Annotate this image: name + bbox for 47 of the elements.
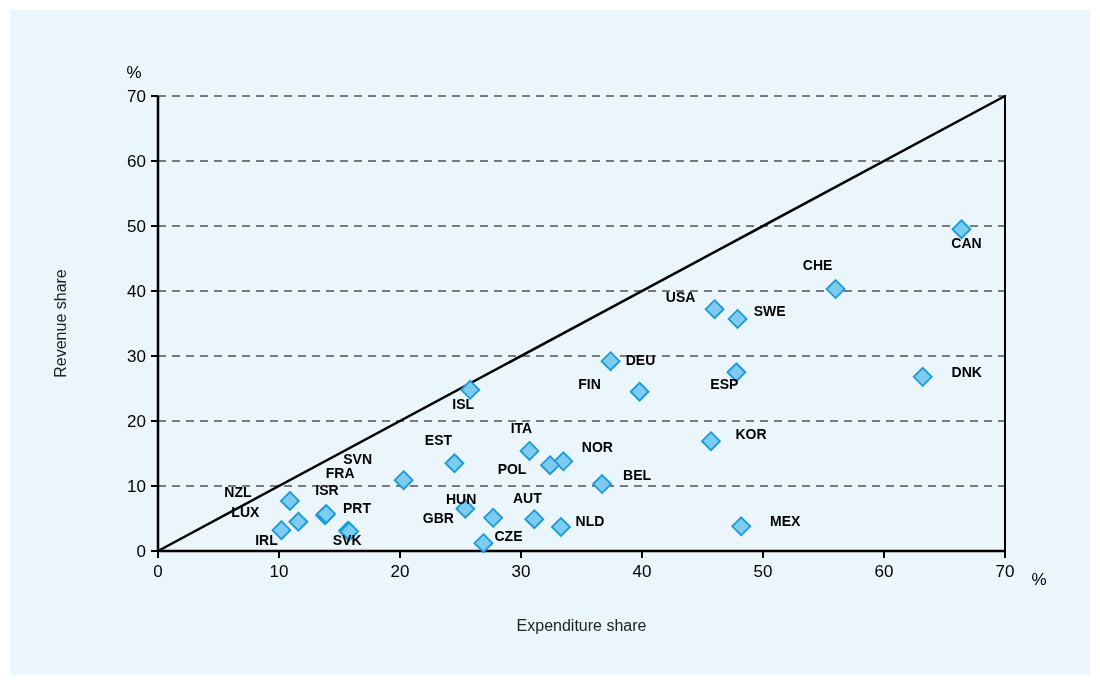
annotation: ISL <box>452 395 475 412</box>
x-tick-label: 10 <box>269 562 289 581</box>
y-tick-label: 10 <box>127 476 146 496</box>
annotation: ITA <box>510 419 533 436</box>
y-tick-label: 0 <box>136 541 146 561</box>
annotation: PRT <box>342 499 372 516</box>
y-tick-label: 60 <box>127 151 146 171</box>
annotation: AUT <box>512 490 543 507</box>
y-axis-title: Revenue share <box>52 269 69 378</box>
y-tick-label: 70 <box>127 86 146 106</box>
annotation: USA <box>665 289 696 306</box>
annotation: NLD <box>575 512 605 529</box>
annotation: GBR <box>422 509 454 526</box>
annotation: CHE <box>802 256 833 273</box>
annotation: CAN <box>951 235 982 252</box>
y-tick-label: 50 <box>127 216 146 236</box>
annotation: LUX <box>231 503 261 520</box>
annotation: DNK <box>951 363 982 380</box>
annotation: MEX <box>770 513 802 530</box>
annotation: NOR <box>581 439 613 456</box>
x-tick-label: 60 <box>874 562 894 581</box>
x-axis-title: Expenditure share <box>516 617 647 634</box>
x-tick-label: 50 <box>753 562 773 581</box>
annotation: FIN <box>578 375 601 392</box>
annotation: BEL <box>623 466 652 483</box>
annotation: HUN <box>446 490 477 507</box>
annotation: IRL <box>255 532 279 549</box>
text: % <box>1031 570 1047 589</box>
y-tick-label: 20 <box>127 411 146 431</box>
x-tick-label: 20 <box>390 562 410 581</box>
annotation: KOR <box>735 426 767 443</box>
text: % <box>126 63 142 82</box>
x-tick-label: 30 <box>511 562 531 581</box>
annotation: CZE <box>494 528 523 545</box>
annotation: EST <box>424 432 453 449</box>
x-tick-label: 70 <box>995 562 1015 581</box>
annotation: ESP <box>710 376 739 393</box>
x-tick-label: 0 <box>153 562 163 581</box>
annotation: SWE <box>753 302 786 319</box>
annotation: ISR <box>315 482 339 499</box>
annotation: NZL <box>224 483 252 500</box>
y-tick-label: 30 <box>127 346 146 366</box>
x-tick-label: 40 <box>632 562 652 581</box>
annotation: POL <box>497 461 527 478</box>
annotation: DEU <box>625 352 656 369</box>
y-tick-label: 40 <box>127 281 146 301</box>
annotation: SVK <box>332 532 362 549</box>
